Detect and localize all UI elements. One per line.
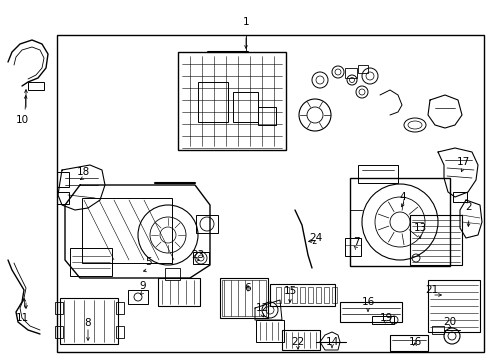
Bar [349,178,449,266]
Bar [452,192,466,202]
Bar [60,298,118,344]
Bar [220,278,267,318]
Text: 16: 16 [361,297,374,307]
Bar [57,35,483,352]
Text: 17: 17 [455,157,468,167]
Bar [28,82,44,90]
Text: 1: 1 [242,17,249,27]
Text: 22: 22 [291,337,304,347]
Text: 8: 8 [84,318,91,328]
Text: 6: 6 [244,283,251,293]
Bar [431,326,443,334]
Bar [82,198,172,263]
Bar [232,92,258,122]
Text: 24: 24 [309,233,322,243]
Bar [345,238,360,256]
Bar [164,268,180,280]
Text: 5: 5 [144,257,151,267]
Bar [258,107,275,125]
Bar [269,284,334,306]
Text: 10: 10 [16,115,28,125]
Bar [193,252,208,264]
Bar [315,287,320,303]
Bar [307,287,312,303]
Text: 19: 19 [379,313,392,323]
Bar [299,287,305,303]
Bar [57,192,69,204]
Bar [178,52,285,150]
Bar [357,165,397,183]
Text: 4: 4 [399,192,406,202]
Bar [70,248,112,276]
Text: 23: 23 [191,250,204,260]
Bar [57,172,69,187]
Bar [357,65,367,73]
Bar [409,215,461,265]
Bar [389,335,427,351]
Text: 21: 21 [425,285,438,295]
Bar [55,302,63,314]
Text: 20: 20 [443,317,456,327]
Bar [324,287,328,303]
Bar [116,326,124,338]
Bar [345,68,356,78]
Text: 7: 7 [352,237,359,247]
Bar [158,278,200,306]
Bar [196,215,218,233]
Text: 12: 12 [255,303,268,313]
Bar [427,280,479,332]
Bar [222,280,265,316]
Text: 9: 9 [140,281,146,291]
Bar [282,330,319,350]
Bar [275,287,281,303]
Text: 13: 13 [412,223,426,233]
Bar [128,290,148,304]
Text: 14: 14 [325,337,338,347]
Text: 2: 2 [465,202,471,212]
Bar [55,326,63,338]
Bar [371,316,393,324]
Text: 18: 18 [76,167,89,177]
Bar [284,287,288,303]
Text: 11: 11 [15,313,29,323]
Bar [198,82,227,122]
Bar [331,287,336,303]
Bar [339,302,401,322]
Bar [291,287,296,303]
Bar [116,302,124,314]
Text: 16: 16 [407,337,421,347]
Bar [256,320,284,342]
Text: 15: 15 [283,286,296,296]
